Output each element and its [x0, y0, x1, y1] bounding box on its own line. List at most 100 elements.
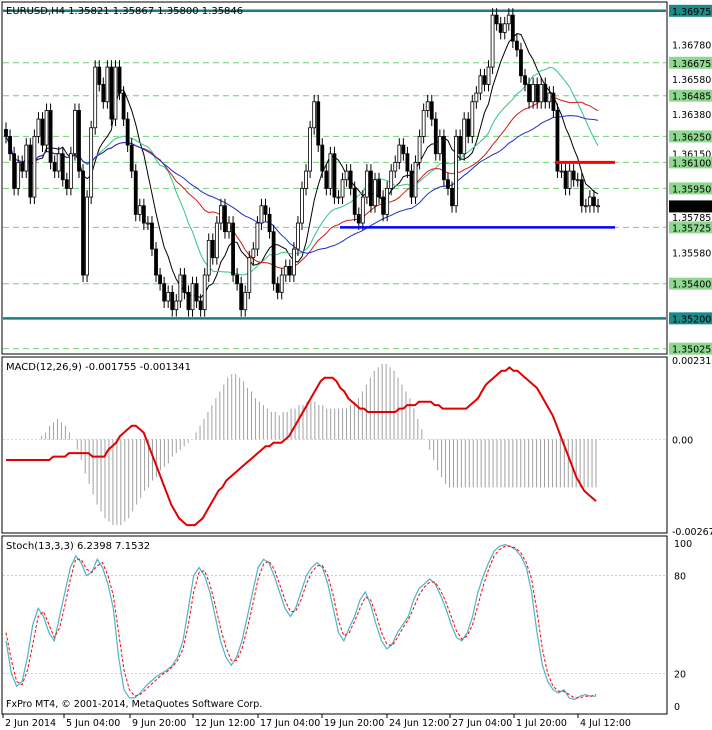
macd-pane: [1, 356, 668, 534]
candle-body: [109, 66, 114, 120]
candle-body: [450, 187, 454, 207]
macd-axis-label: 0.002316: [672, 356, 712, 367]
candle-body: [263, 205, 268, 215]
candle-body: [312, 101, 317, 129]
candle-body: [486, 66, 491, 85]
candle-body: [336, 196, 341, 199]
candle-body: [101, 84, 106, 103]
chart-title: EURUSD,H4 1.35821 1.35867 1.35800 1.3584…: [6, 6, 243, 17]
candle-body: [133, 170, 138, 215]
candle-body: [567, 170, 572, 189]
candle-body: [89, 127, 94, 198]
candle-body: [515, 40, 519, 51]
candle-body: [417, 136, 422, 163]
time-tick-label: 24 Jun 12:00: [389, 718, 449, 729]
candle-body: [324, 170, 329, 189]
ma-slow-line: [5, 115, 599, 254]
candle-body: [555, 110, 560, 172]
candle-body: [352, 187, 357, 215]
candle-body: [146, 222, 150, 225]
macd-axis-label: 0.00: [672, 435, 693, 446]
stoch-axis-label: 100: [674, 539, 692, 550]
candle-body: [150, 222, 154, 250]
candle-body: [141, 205, 146, 224]
price-label: 1.36380: [672, 110, 711, 121]
candle-body: [93, 66, 98, 129]
candle-body: [490, 14, 495, 68]
ma-medium-line: [5, 66, 599, 276]
candle-body: [304, 170, 308, 189]
candle-body: [470, 101, 475, 137]
candle-body: [377, 179, 381, 198]
candle-body: [308, 127, 313, 172]
candle-body: [543, 84, 548, 103]
candle-body: [190, 283, 195, 311]
candle-body: [442, 136, 446, 181]
price-label: 1.36975: [672, 7, 711, 18]
stoch-axis-label: 20: [674, 669, 686, 680]
candle-body: [219, 205, 223, 224]
candle-body: [231, 222, 235, 276]
price-label: 1.36485: [672, 92, 711, 103]
candle-body: [454, 136, 458, 207]
candle-body: [186, 291, 191, 311]
candle-body: [227, 222, 231, 233]
candle-body: [40, 118, 45, 146]
candle-body: [73, 110, 77, 155]
stoch-indicator: 100 80 20 0: [3, 539, 692, 713]
candle-body: [409, 170, 414, 198]
price-label: 1.35785: [672, 213, 711, 224]
candle-body: [275, 283, 280, 293]
candle-body: [129, 144, 134, 172]
candle-body: [559, 170, 564, 173]
candle-body: [223, 205, 227, 233]
candle-body: [291, 248, 296, 276]
time-tick-label: 17 Jun 04:00: [260, 718, 320, 729]
candle-body: [494, 14, 499, 25]
price-label-box: [669, 56, 712, 69]
price-axis: 1.36975 1.36780 1.36675 1.36580 1.36485 1.363…: [669, 4, 712, 356]
candle-body: [356, 213, 361, 224]
candle-body: [592, 196, 596, 207]
candle-body: [523, 75, 527, 85]
candle-body: [462, 118, 467, 155]
candle-body: [206, 239, 211, 276]
candle-body: [81, 170, 85, 276]
candle-body: [251, 248, 256, 259]
moving-averages: [5, 32, 599, 299]
candle-body: [36, 118, 41, 137]
candle-body: [510, 14, 515, 42]
time-tick-label: 12 Jun 12:00: [195, 718, 255, 729]
candle-body: [235, 274, 240, 285]
candle-body: [174, 300, 179, 311]
candle-body: [247, 257, 252, 293]
candle-body: [105, 66, 110, 103]
candle-body: [482, 75, 487, 85]
candle-body: [64, 179, 69, 189]
candle-body: [137, 205, 142, 215]
time-axis: 2 Jun 2014 5 Jun 04:00 9 Jun 20:00 12 Jun 1…: [2, 714, 631, 729]
price-label: 1.35846: [672, 202, 711, 213]
candle-body: [466, 118, 471, 137]
candle-body: [97, 66, 102, 85]
candle-body: [117, 66, 122, 94]
candle-body: [571, 170, 576, 181]
candle-body: [194, 283, 199, 302]
price-label-box: [669, 4, 712, 17]
candle-body: [340, 179, 345, 198]
candle-body: [446, 179, 450, 189]
price-label-box: [669, 221, 712, 234]
candle-body: [20, 162, 25, 172]
candle-body: [369, 170, 373, 207]
candle-body: [531, 84, 536, 103]
price-label: 1.36580: [672, 75, 711, 86]
candle-body: [8, 136, 12, 155]
candle-body: [48, 110, 53, 163]
candle-body: [279, 274, 284, 293]
candle-body: [68, 153, 73, 189]
candle-body: [85, 196, 89, 276]
macd-signal-line: [6, 366, 597, 527]
stoch-axis-label: 80: [674, 572, 686, 583]
candle-body: [535, 84, 540, 103]
candle-body: [178, 274, 183, 302]
